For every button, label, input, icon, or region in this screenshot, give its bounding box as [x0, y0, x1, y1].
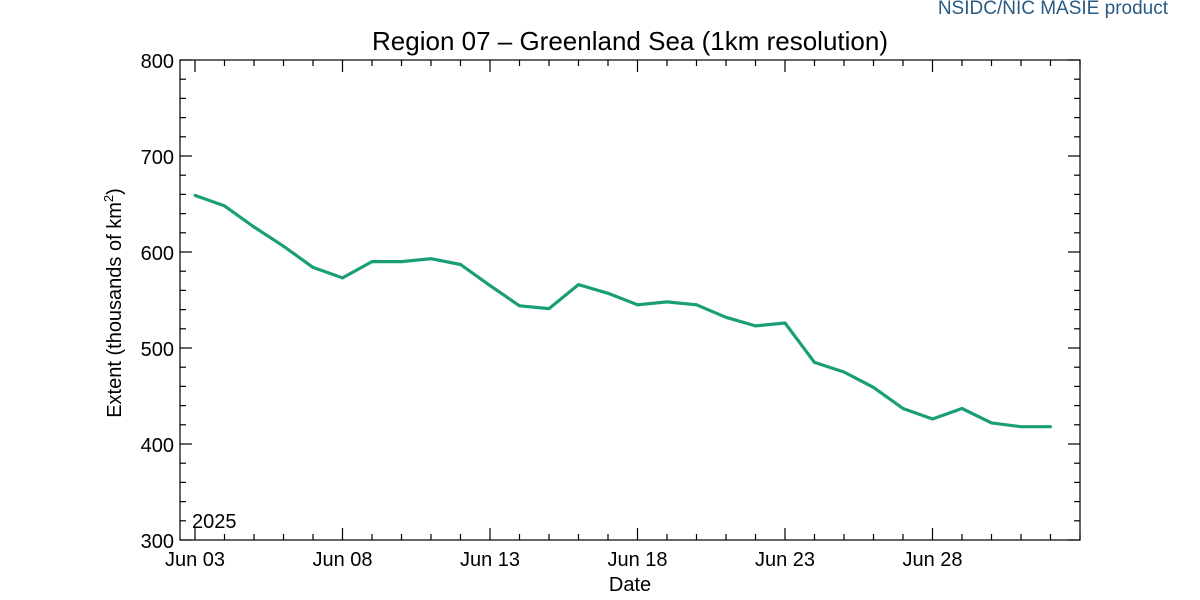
series-points — [193, 193, 1052, 429]
data-point — [606, 291, 610, 295]
axis-ticks — [180, 59, 1081, 541]
x-tick-label: Jun 13 — [460, 549, 520, 571]
data-point — [1019, 425, 1023, 429]
credit-text: NSIDC/NIC MASIE product — [937, 0, 1168, 19]
x-tick-label: Jun 18 — [607, 549, 667, 571]
y-tick-label: 800 — [141, 51, 174, 73]
data-point — [872, 385, 875, 389]
x-axis-label: Date — [609, 574, 651, 596]
y-tick-labels: 300 400 500 600 700 800 — [141, 51, 174, 553]
data-point — [960, 406, 964, 410]
data-point — [370, 260, 374, 264]
x-tick-labels: Jun 03 Jun 08 Jun 13 Jun 18 Jun 23 Jun 28 — [165, 549, 963, 571]
data-point — [990, 421, 993, 425]
data-point — [724, 315, 728, 319]
y-tick-label: 700 — [141, 147, 174, 169]
y-axis-label-end: ) — [104, 188, 126, 195]
data-point — [459, 262, 462, 266]
data-point — [311, 265, 315, 269]
x-tick-label: Jun 08 — [312, 549, 372, 571]
data-point — [842, 370, 846, 374]
y-tick-label: 400 — [141, 435, 174, 457]
data-point — [1049, 425, 1052, 429]
legend-2025: 2025 — [192, 511, 237, 533]
data-point — [518, 304, 521, 308]
data-point — [223, 204, 226, 208]
data-point — [577, 283, 580, 287]
x-tick-label: Jun 03 — [165, 549, 225, 571]
data-point — [547, 307, 551, 311]
y-tick-label: 500 — [141, 339, 174, 361]
data-point — [931, 417, 934, 421]
data-point — [813, 360, 816, 364]
data-point — [341, 276, 344, 280]
data-point — [400, 260, 403, 264]
data-point — [695, 303, 698, 307]
data-point — [754, 324, 757, 328]
chart-title: Region 07 – Greenland Sea (1km resolutio… — [372, 26, 888, 56]
x-tick-label: Jun 23 — [755, 549, 815, 571]
x-tick-label: Jun 28 — [902, 549, 962, 571]
y-axis-label-main: Extent (thousands of km — [104, 202, 126, 418]
y-axis-label-sup: 2 — [101, 195, 116, 202]
plot-frame — [179, 59, 1081, 541]
data-point — [282, 244, 285, 248]
y-tick-label: 300 — [141, 531, 174, 553]
data-point — [665, 300, 669, 304]
data-point — [252, 225, 256, 229]
series-line-2025 — [194, 193, 1051, 429]
y-axis-label: Extent (thousands of km2) — [101, 188, 126, 418]
data-point — [636, 303, 639, 307]
data-point — [193, 193, 197, 197]
data-point — [783, 321, 787, 325]
data-point — [901, 406, 905, 410]
y-tick-label: 600 — [141, 243, 174, 265]
data-point — [429, 257, 433, 261]
data-point — [488, 284, 492, 288]
